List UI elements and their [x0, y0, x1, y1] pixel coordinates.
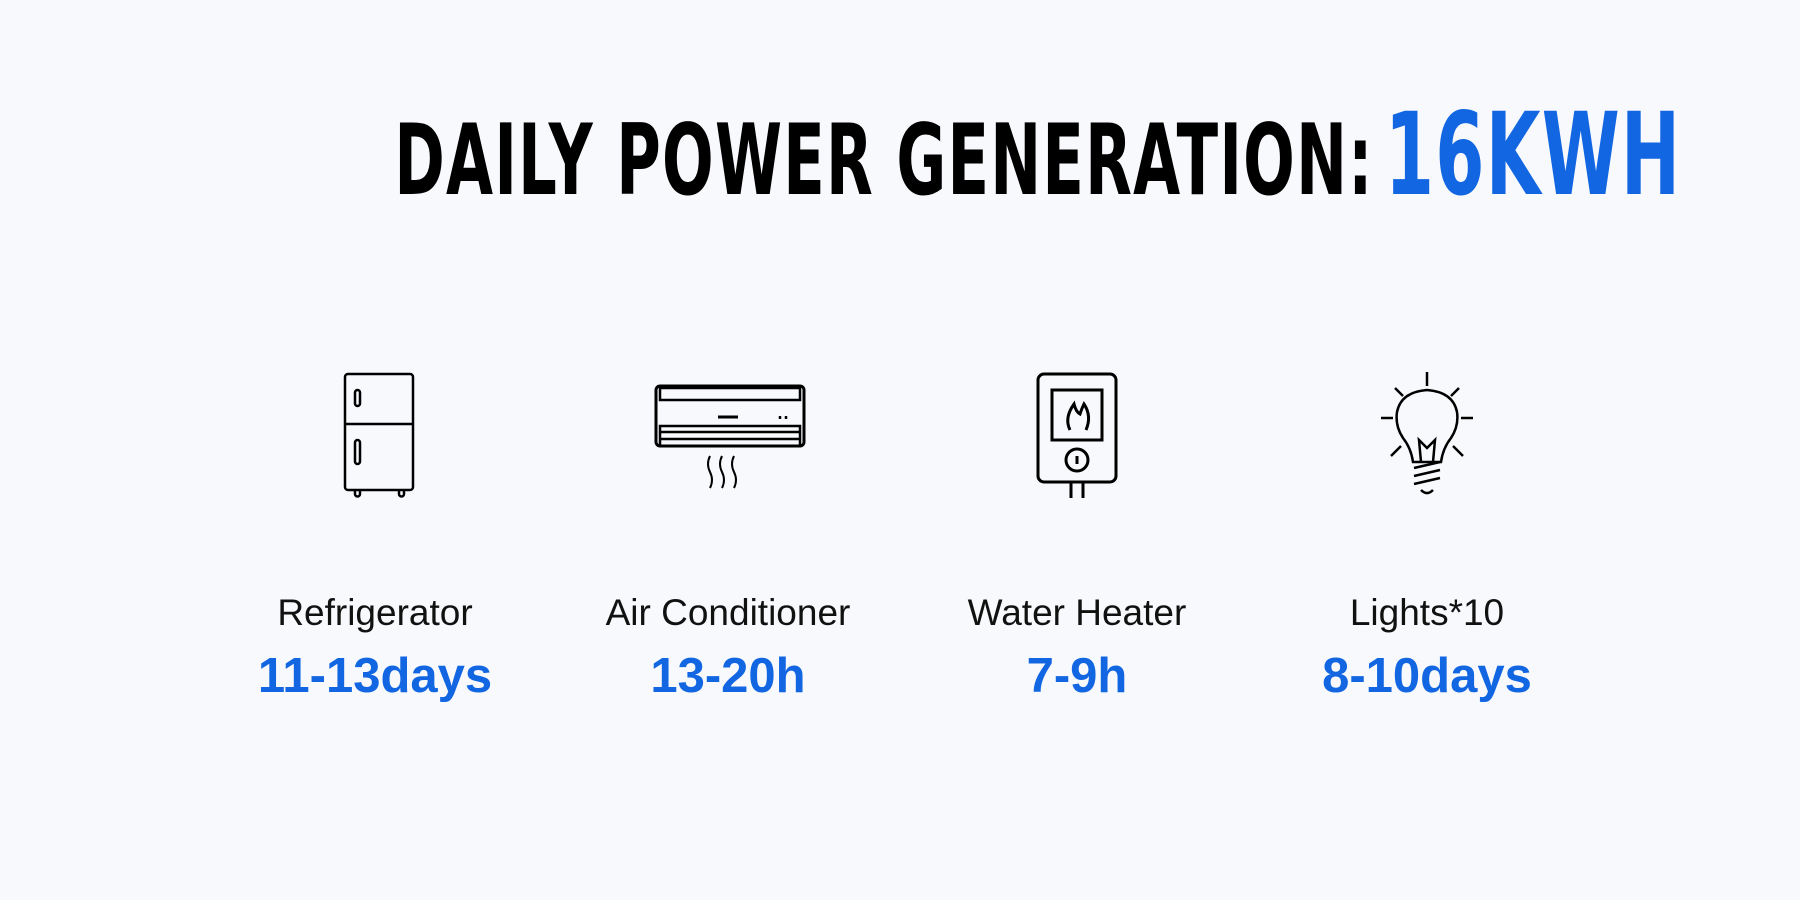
water-heater-icon [907, 370, 1247, 520]
appliance-value: 8-10days [1322, 649, 1532, 703]
refrigerator-icon [205, 370, 545, 520]
light-bulb-icon [1257, 370, 1597, 520]
appliance-label: Water Heater [967, 592, 1187, 633]
page-title: DAILY POWER GENERATION:16KWH [0, 88, 1800, 221]
appliance-value: 13-20h [650, 649, 806, 703]
title-prefix: DAILY POWER GENERATION: [394, 104, 1374, 218]
title-highlight: 16KWH [1384, 88, 1682, 221]
appliance-label: Air Conditioner [605, 592, 851, 633]
appliance-label: Refrigerator [277, 592, 473, 633]
air-conditioner-icon [558, 370, 898, 520]
appliance-value: 7-9h [1026, 649, 1128, 703]
appliance-refrigerator: Refrigerator 11-13days [205, 370, 545, 704]
appliance-lights: Lights*10 8-10days [1257, 370, 1597, 704]
appliance-air-conditioner: Air Conditioner 13-20h [558, 370, 898, 704]
appliance-label: Lights*10 [1349, 592, 1505, 633]
appliance-value: 11-13days [257, 649, 493, 703]
appliance-water-heater: Water Heater 7-9h [907, 370, 1247, 704]
